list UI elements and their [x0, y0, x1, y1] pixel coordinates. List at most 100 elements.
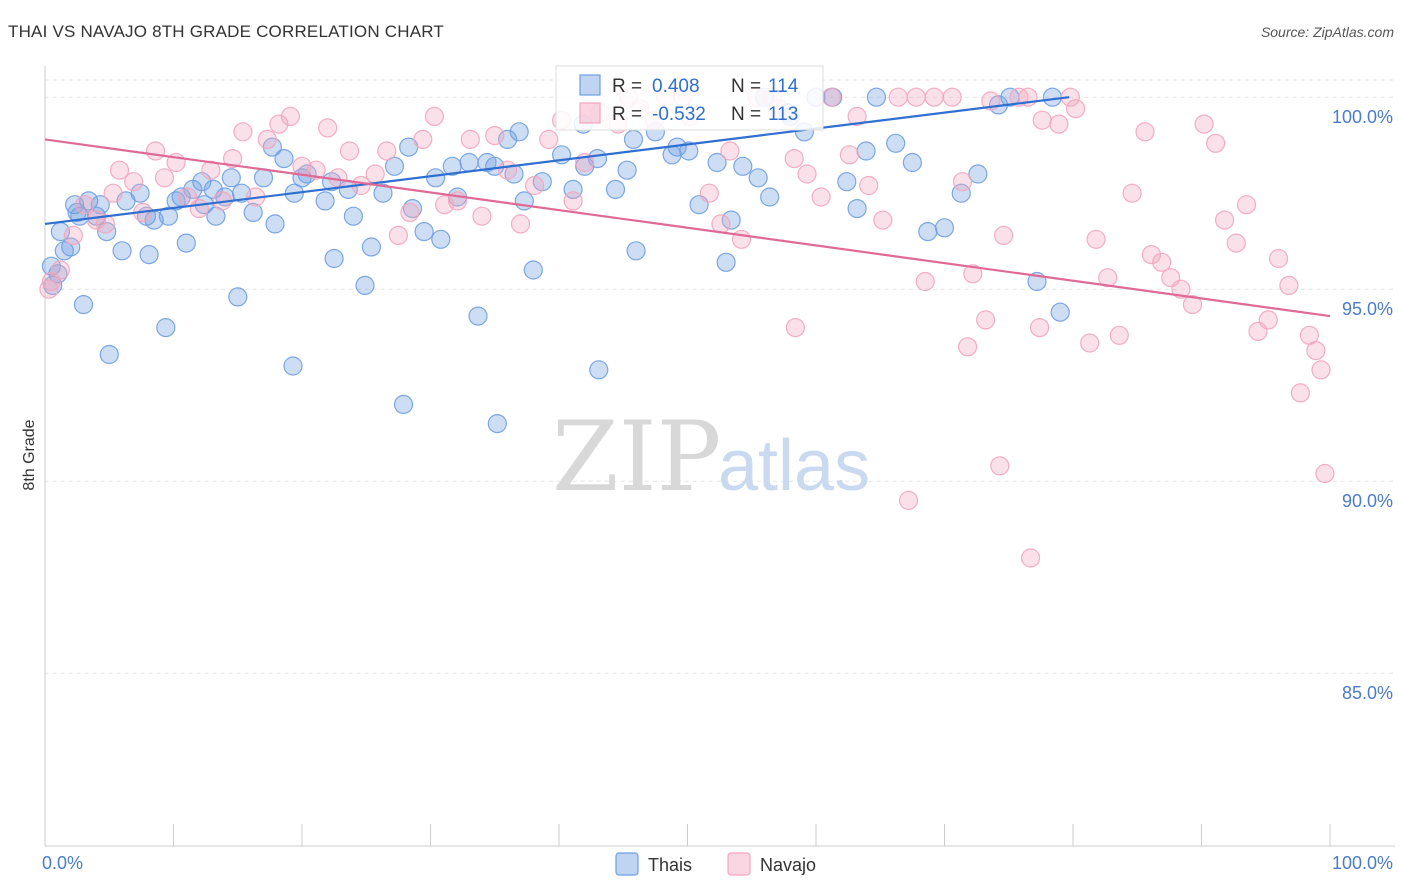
navajo-point	[915, 271, 935, 292]
thais-point	[563, 179, 583, 199]
navajo-point	[1258, 310, 1278, 330]
thais-point	[468, 306, 488, 326]
navajo-point	[233, 122, 253, 142]
navajo-point	[906, 87, 926, 107]
navajo-point	[1311, 360, 1331, 380]
navajo-point	[510, 214, 531, 234]
navajo-point	[711, 214, 731, 234]
thais-point	[283, 356, 303, 376]
navajo-point	[1065, 99, 1086, 119]
thais-point	[90, 195, 110, 215]
thais-point	[934, 218, 955, 238]
bottom-legend-label-navajo: Navajo	[760, 855, 816, 875]
thais-point	[886, 133, 906, 153]
navajo-point	[1194, 114, 1214, 134]
thais-point	[232, 183, 252, 203]
thais-trend-line	[44, 96, 1070, 226]
thais-point	[176, 233, 196, 253]
navajo-point	[524, 175, 545, 196]
navajo-point	[1020, 548, 1041, 568]
navajo-point	[924, 87, 944, 107]
navajo-point	[124, 172, 144, 192]
navajo-point	[1109, 325, 1129, 345]
thais-point	[393, 394, 414, 414]
bottom-legend: Thais Navajo	[615, 852, 816, 876]
navajo-point	[1290, 383, 1311, 403]
navajo-point	[95, 214, 116, 234]
navajo-point	[109, 160, 130, 180]
navajo-point	[993, 225, 1014, 245]
navajo-point	[1086, 229, 1106, 249]
chart-source: Source: ZipAtlas.com	[1260, 24, 1394, 40]
thais-point	[679, 141, 699, 161]
navajo-point	[1049, 114, 1069, 134]
navajo-trend-line	[44, 138, 1331, 318]
watermark-zip: ZIP	[552, 401, 721, 513]
chart-title: THAI VS NAVAJO 8TH GRADE CORRELATION CHA…	[8, 22, 444, 41]
thais-point	[1050, 302, 1070, 322]
thais-point	[221, 168, 241, 188]
navajo-point	[888, 87, 908, 107]
navajo-point	[785, 318, 806, 338]
navajo-point	[952, 172, 973, 192]
navajo-point	[975, 310, 996, 330]
thais-point	[1042, 87, 1063, 107]
thais-point	[414, 222, 434, 242]
navajo-point	[269, 114, 289, 134]
thais-point	[355, 275, 375, 295]
thais-point	[324, 248, 344, 269]
thais-point	[253, 168, 274, 188]
thais-point	[605, 179, 626, 199]
bottom-legend-label-thais: Thais	[648, 855, 692, 875]
trend-lines	[44, 96, 1331, 318]
navajo-point	[1306, 341, 1326, 361]
thais-point	[265, 214, 285, 234]
navajo-point	[898, 490, 919, 510]
thais-point	[721, 210, 741, 230]
navajo-point	[339, 141, 360, 161]
x-tick-label: 100.0%	[1332, 853, 1393, 873]
navajo-point	[873, 210, 893, 230]
navajo-point	[859, 175, 879, 196]
thais-point	[99, 344, 119, 365]
y-tick-label: 100.0%	[1332, 107, 1393, 127]
navajo-point	[1279, 275, 1299, 295]
navajo-point	[1080, 333, 1100, 353]
thais-point	[158, 206, 178, 226]
navajo-point	[957, 337, 978, 357]
legend: R = 0.408 N = 114 R = -0.532 N = 113	[555, 65, 824, 131]
thais-point	[968, 164, 988, 184]
y-tick-label: 90.0%	[1342, 491, 1393, 511]
thais-point	[139, 245, 159, 265]
navajo-point	[731, 229, 752, 249]
thais-point	[866, 87, 887, 107]
navajo-point	[1236, 195, 1257, 215]
navajo-point	[1268, 248, 1289, 269]
thais-point	[384, 156, 405, 176]
navajo-point	[413, 129, 433, 149]
navajo-point	[963, 264, 983, 284]
thais-point	[626, 241, 646, 261]
navajo-point	[75, 195, 95, 215]
bottom-legend-swatch-thais	[615, 852, 639, 876]
y-axis-title: 8th Grade	[21, 419, 38, 490]
thais-point	[274, 149, 294, 169]
navajo-point	[821, 87, 842, 107]
thais-point	[847, 199, 867, 219]
thais-point	[459, 152, 479, 173]
thais-point	[67, 202, 87, 222]
legend-n-label: N =	[731, 104, 761, 125]
thais-point	[315, 191, 335, 211]
thais-point	[589, 360, 609, 380]
navajo-point	[797, 164, 817, 184]
thais-point	[707, 152, 727, 173]
navajo-point	[847, 106, 867, 127]
navajo-point	[1152, 252, 1172, 272]
thais-point	[623, 129, 644, 149]
navajo-point	[1029, 318, 1050, 338]
thais-point	[856, 141, 876, 161]
bottom-legend-swatch-navajo	[727, 852, 751, 876]
navajo-point	[145, 141, 166, 161]
